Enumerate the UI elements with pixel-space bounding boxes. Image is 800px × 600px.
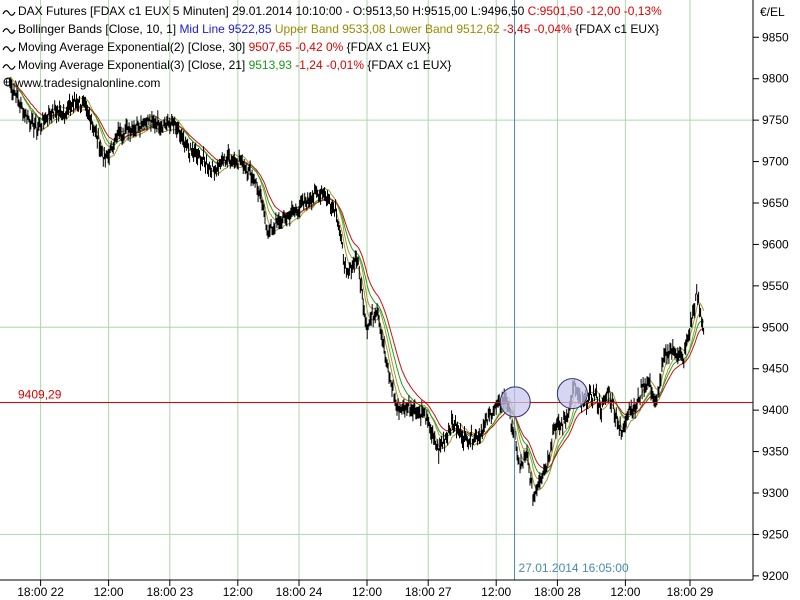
wave-icon <box>2 46 16 52</box>
x-tick-label: 12:00 <box>94 585 124 599</box>
legend-bollinger: Bollinger Bands [Close, 10, 1] Mid Line … <box>18 22 659 36</box>
x-tick-label: 12:00 <box>223 585 253 599</box>
highlight-circle <box>556 378 588 410</box>
legend-bollinger-part: Mid Line 9522,85 <box>179 22 274 36</box>
y-tick-label: 9600 <box>762 237 789 251</box>
x-tick-label: 18:00 23 <box>146 585 193 599</box>
x-tick-label: 12:00 <box>481 585 511 599</box>
watermark: www.tradesignalonline.com <box>3 76 160 90</box>
x-tick-label: 18:00 22 <box>17 585 64 599</box>
y-tick-label: 9800 <box>762 72 789 86</box>
y-tick-label: 9550 <box>762 279 789 293</box>
legend-ema30-part: {FDAX c1 EUX} <box>347 40 431 54</box>
x-tick-label: 18:00 27 <box>405 585 452 599</box>
vertical-grid-lines <box>40 0 691 580</box>
y-tick-label: 9350 <box>762 445 789 459</box>
y-axis-ticks[interactable]: 9200 9250 9300 9350 9400 9450 9500 9550 9600 9650… <box>753 30 789 583</box>
watermark-text: www.tradesignalonline.com <box>14 76 160 90</box>
y-tick-label: 9500 <box>762 320 789 334</box>
horizontal-grid-lines <box>0 119 753 535</box>
y-tick-label: 9700 <box>762 155 789 169</box>
legend-ohlc-part: DAX Futures [FDAX c1 EUX 5 Minuten] 29.0… <box>18 4 528 18</box>
series-group <box>9 76 705 506</box>
price-range-bars <box>9 77 705 506</box>
legend-bollinger-part: Bollinger Bands [Close, 10, 1] <box>18 22 179 36</box>
y-tick-label: 9750 <box>762 113 789 127</box>
currency-label: €/EL <box>760 5 785 19</box>
price-bars <box>9 77 705 506</box>
legend-ema30-part: Moving Average Exponential(2) [Close, 30… <box>18 40 249 54</box>
wave-icon <box>2 64 16 70</box>
legend-ema30: Moving Average Exponential(2) [Close, 30… <box>18 40 431 54</box>
y-tick-label: 9650 <box>762 196 789 210</box>
legend-ema30-part: 9507,65 -0,42 0% <box>249 40 347 54</box>
x-axis-ticks[interactable]: 18:00 22 12:00 18:00 23 12:00 18:00 24 12:00 1… <box>17 580 714 599</box>
legend-ema21: Moving Average Exponential(3) [Close, 21… <box>18 58 451 72</box>
highlight-circles <box>499 378 588 418</box>
legend-bollinger-part: Lower Band 9512,62 <box>389 22 503 36</box>
legend-ema21-part: 9513,93 <box>249 58 296 72</box>
legend-bollinger-part: Upper Band 9533,08 <box>275 22 389 36</box>
wave-icon <box>2 28 16 34</box>
x-tick-label: 12:00 <box>352 585 382 599</box>
legend-bollinger-part: {FDAX c1 EUX} <box>575 22 659 36</box>
legend-ohlc: DAX Futures [FDAX c1 EUX 5 Minuten] 29.0… <box>18 4 662 18</box>
legend-ohlc-part: C:9501,50 -12,00 -0,13% <box>528 4 662 18</box>
y-tick-label: 9250 <box>762 527 789 541</box>
y-tick-label: 9850 <box>762 30 789 44</box>
legend-bollinger-part: -3,45 -0,04% <box>503 22 575 36</box>
x-tick-label: 18:00 24 <box>276 585 323 599</box>
x-tick-label: 18:00 28 <box>534 585 581 599</box>
ema30-series-icon <box>2 46 16 52</box>
horizontal-level-label: 9409,29 <box>18 387 62 401</box>
bollinger-series-icon <box>2 28 16 34</box>
y-tick-label: 9200 <box>762 569 789 583</box>
y-tick-label: 9400 <box>762 403 789 417</box>
y-tick-label: 9450 <box>762 362 789 376</box>
y-tick-label: 9300 <box>762 486 789 500</box>
x-tick-label: 18:00 29 <box>667 585 714 599</box>
x-tick-label: 12:00 <box>610 585 640 599</box>
highlight-circle <box>499 386 531 418</box>
legend-ema21-part: -1,24 -0,01% <box>295 58 367 72</box>
legend-ema21-part: Moving Average Exponential(3) [Close, 21… <box>18 58 249 72</box>
legend-ema21-part: {FDAX c1 EUX} <box>367 58 451 72</box>
crosshair-date-label: 27.01.2014 16:05:00 <box>519 561 629 575</box>
globe-icon <box>3 77 13 87</box>
legend: DAX Futures [FDAX c1 EUX 5 Minuten] 29.0… <box>2 4 662 72</box>
ohlc-series-icon <box>2 10 16 16</box>
ema21-series-icon <box>2 64 16 70</box>
wave-icon <box>2 10 16 16</box>
